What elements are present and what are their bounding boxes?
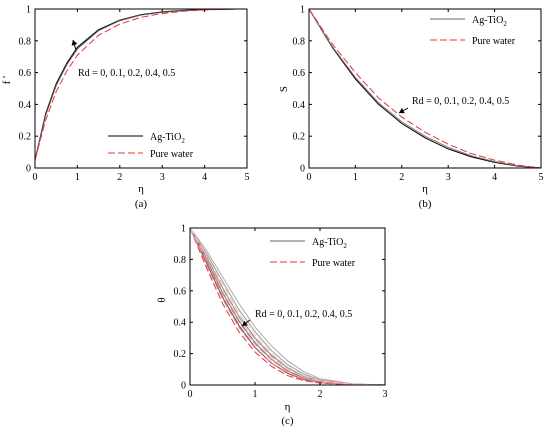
y-axis-label: θ [156,297,168,302]
y-tick-label: 0.2 [293,132,306,143]
y-tick-label: 0.2 [174,349,187,360]
y-tick-label: 0 [181,381,186,392]
plot-frame [189,227,386,386]
plot-frame [34,8,248,169]
legend-label: Pure water [312,258,356,269]
legend-label: Ag-TiO2 [312,237,347,250]
series-line-9 [189,227,386,386]
y-tick-label: 0.6 [19,68,32,79]
series-line-6 [189,227,386,386]
x-tick-label: 4 [202,172,207,183]
legend-subscript: 2 [343,242,347,250]
series-line-4 [189,227,386,386]
y-tick-label: 1 [26,5,31,16]
x-tick-label: 2 [399,172,404,183]
x-tick-label: 3 [446,172,451,183]
x-tick-label: 1 [353,172,358,183]
series-line-3 [308,8,542,169]
legend-subscript: 2 [181,137,185,145]
x-tick-label: 0 [307,172,312,183]
series-line-3 [34,8,237,161]
chart-panel-2: 0 1 2 3 4 5 0 0.2 0.4 0.6 0.8 1 η S (b) Ag-TiO2 Pure wat… [278,5,544,211]
x-tick-label: 1 [253,389,258,400]
series-line-1 [189,227,386,386]
y-tick-label: 0.8 [293,36,306,47]
y-tick-label: 0.4 [293,100,306,111]
series-line-1 [34,8,237,161]
legend-label: Pure water [472,36,516,47]
x-tick-label: 5 [245,172,250,183]
panel-label: (c) [281,415,294,427]
rd-annotation: Rd = 0, 0.1, 0.2, 0.4, 0.5 [255,309,352,320]
x-tick-label: 0 [188,389,193,400]
y-tick-label: 0 [300,164,305,175]
x-axis-label: η [285,401,291,413]
y-tick-label: 0.4 [174,318,187,329]
y-tick-label: 0.6 [174,286,187,297]
series-line-8 [189,227,386,386]
series-line-7 [189,227,386,386]
y-tick-label: 1 [181,224,186,235]
annotation-arrowhead [399,107,405,114]
legend-subscript: 2 [503,20,507,28]
rd-annotation: Rd = 0, 0.1, 0.2, 0.4, 0.5 [412,96,509,107]
x-tick-label: 3 [160,172,165,183]
panel-label: (b) [419,198,432,210]
x-tick-label: 2 [117,172,122,183]
series-line-2 [189,227,386,386]
x-tick-label: 4 [492,172,497,183]
y-tick-label: 1 [300,5,305,16]
x-tick-label: 2 [318,389,323,400]
annotation-arrowhead [242,320,248,326]
legend-label: Pure water [150,149,194,160]
x-tick-label: 1 [75,172,80,183]
panel-label: (a) [135,198,148,210]
y-tick-label: 0.6 [293,68,306,79]
series-line-2 [34,8,237,161]
series-line-1 [308,8,542,169]
y-axis-label: S [278,86,290,92]
y-tick-label: 0 [26,164,31,175]
rd-annotation: Rd = 0, 0.1, 0.2, 0.4, 0.5 [78,68,175,79]
series-line-5 [189,227,386,386]
y-tick-label: 0.2 [19,132,32,143]
chart-panel-1: 0 1 2 3 4 5 0 0.2 0.4 0.6 0.8 1 η f ′ (a) Ag-TiO2 Pure w… [1,5,250,211]
legend-label: Ag-TiO2 [150,132,185,145]
y-tick-label: 0.4 [19,100,32,111]
series-line-10 [189,227,386,386]
x-tick-label: 0 [33,172,38,183]
series-line-2 [308,8,542,169]
y-tick-label: 0.8 [174,255,187,266]
legend-label: Ag-TiO2 [472,15,507,28]
y-axis-label: f ′ [1,76,13,85]
annotation-arrowhead [71,40,78,46]
x-tick-label: 5 [539,172,544,183]
y-tick-label: 0.8 [19,36,32,47]
series-line-3 [189,227,386,386]
x-tick-label: 3 [383,389,388,400]
x-axis-label: η [138,183,144,195]
x-axis-label: η [422,183,428,195]
plot-frame [308,8,542,169]
chart-panel-3: 0 1 2 3 0 0.2 0.4 0.6 0.8 1 η θ (c) Ag-TiO2 Pure water… [156,224,388,428]
